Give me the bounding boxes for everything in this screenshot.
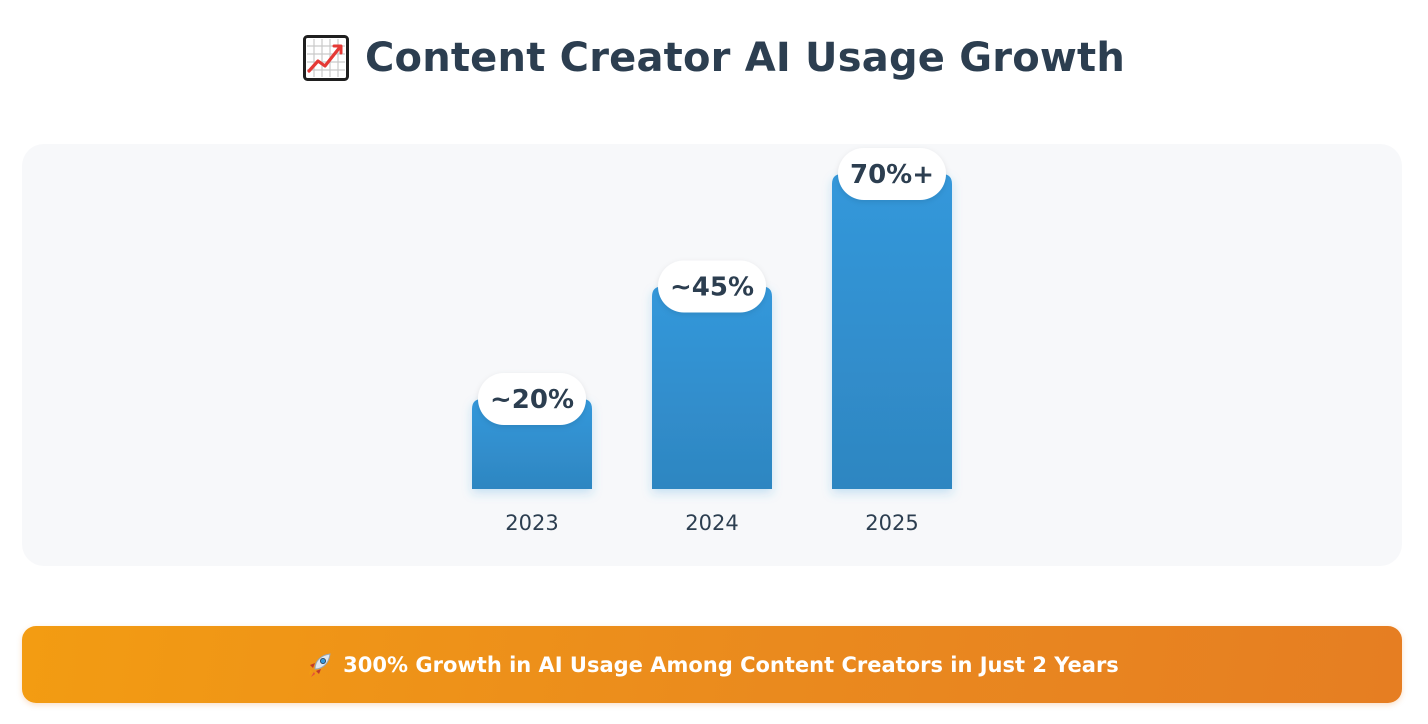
chart-title-row: Content Creator AI Usage Growth — [0, 28, 1428, 88]
x-tick-label-2025: 2025 — [865, 511, 918, 535]
value-label-2024: ~45% — [670, 273, 754, 303]
value-label-pill-2025 — [838, 148, 946, 200]
value-label-2023: ~20% — [490, 385, 574, 415]
banner-text: 300% Growth in AI Usage Among Content Cr… — [343, 652, 1119, 677]
x-tick-label-2023: 2023 — [505, 511, 558, 535]
rocket-icon — [309, 652, 331, 677]
growth-banner: 300% Growth in AI Usage Among Content Cr… — [22, 626, 1402, 703]
chart-increasing-icon — [302, 35, 349, 81]
bar-2024 — [652, 286, 772, 489]
value-label-pill-2024 — [658, 260, 766, 313]
bar-chart: ~20% 2023 ~45% 2024 70%+ 2025 — [472, 148, 952, 535]
bars-layer: ~20% 2023 ~45% 2024 70%+ 2025 — [472, 148, 952, 535]
bar-2025 — [832, 174, 952, 489]
page-title: Content Creator AI Usage Growth — [364, 35, 1126, 81]
value-label-pill-2023 — [478, 373, 586, 425]
value-label-2025: 70%+ — [850, 160, 934, 190]
x-tick-label-2024: 2024 — [685, 511, 738, 535]
